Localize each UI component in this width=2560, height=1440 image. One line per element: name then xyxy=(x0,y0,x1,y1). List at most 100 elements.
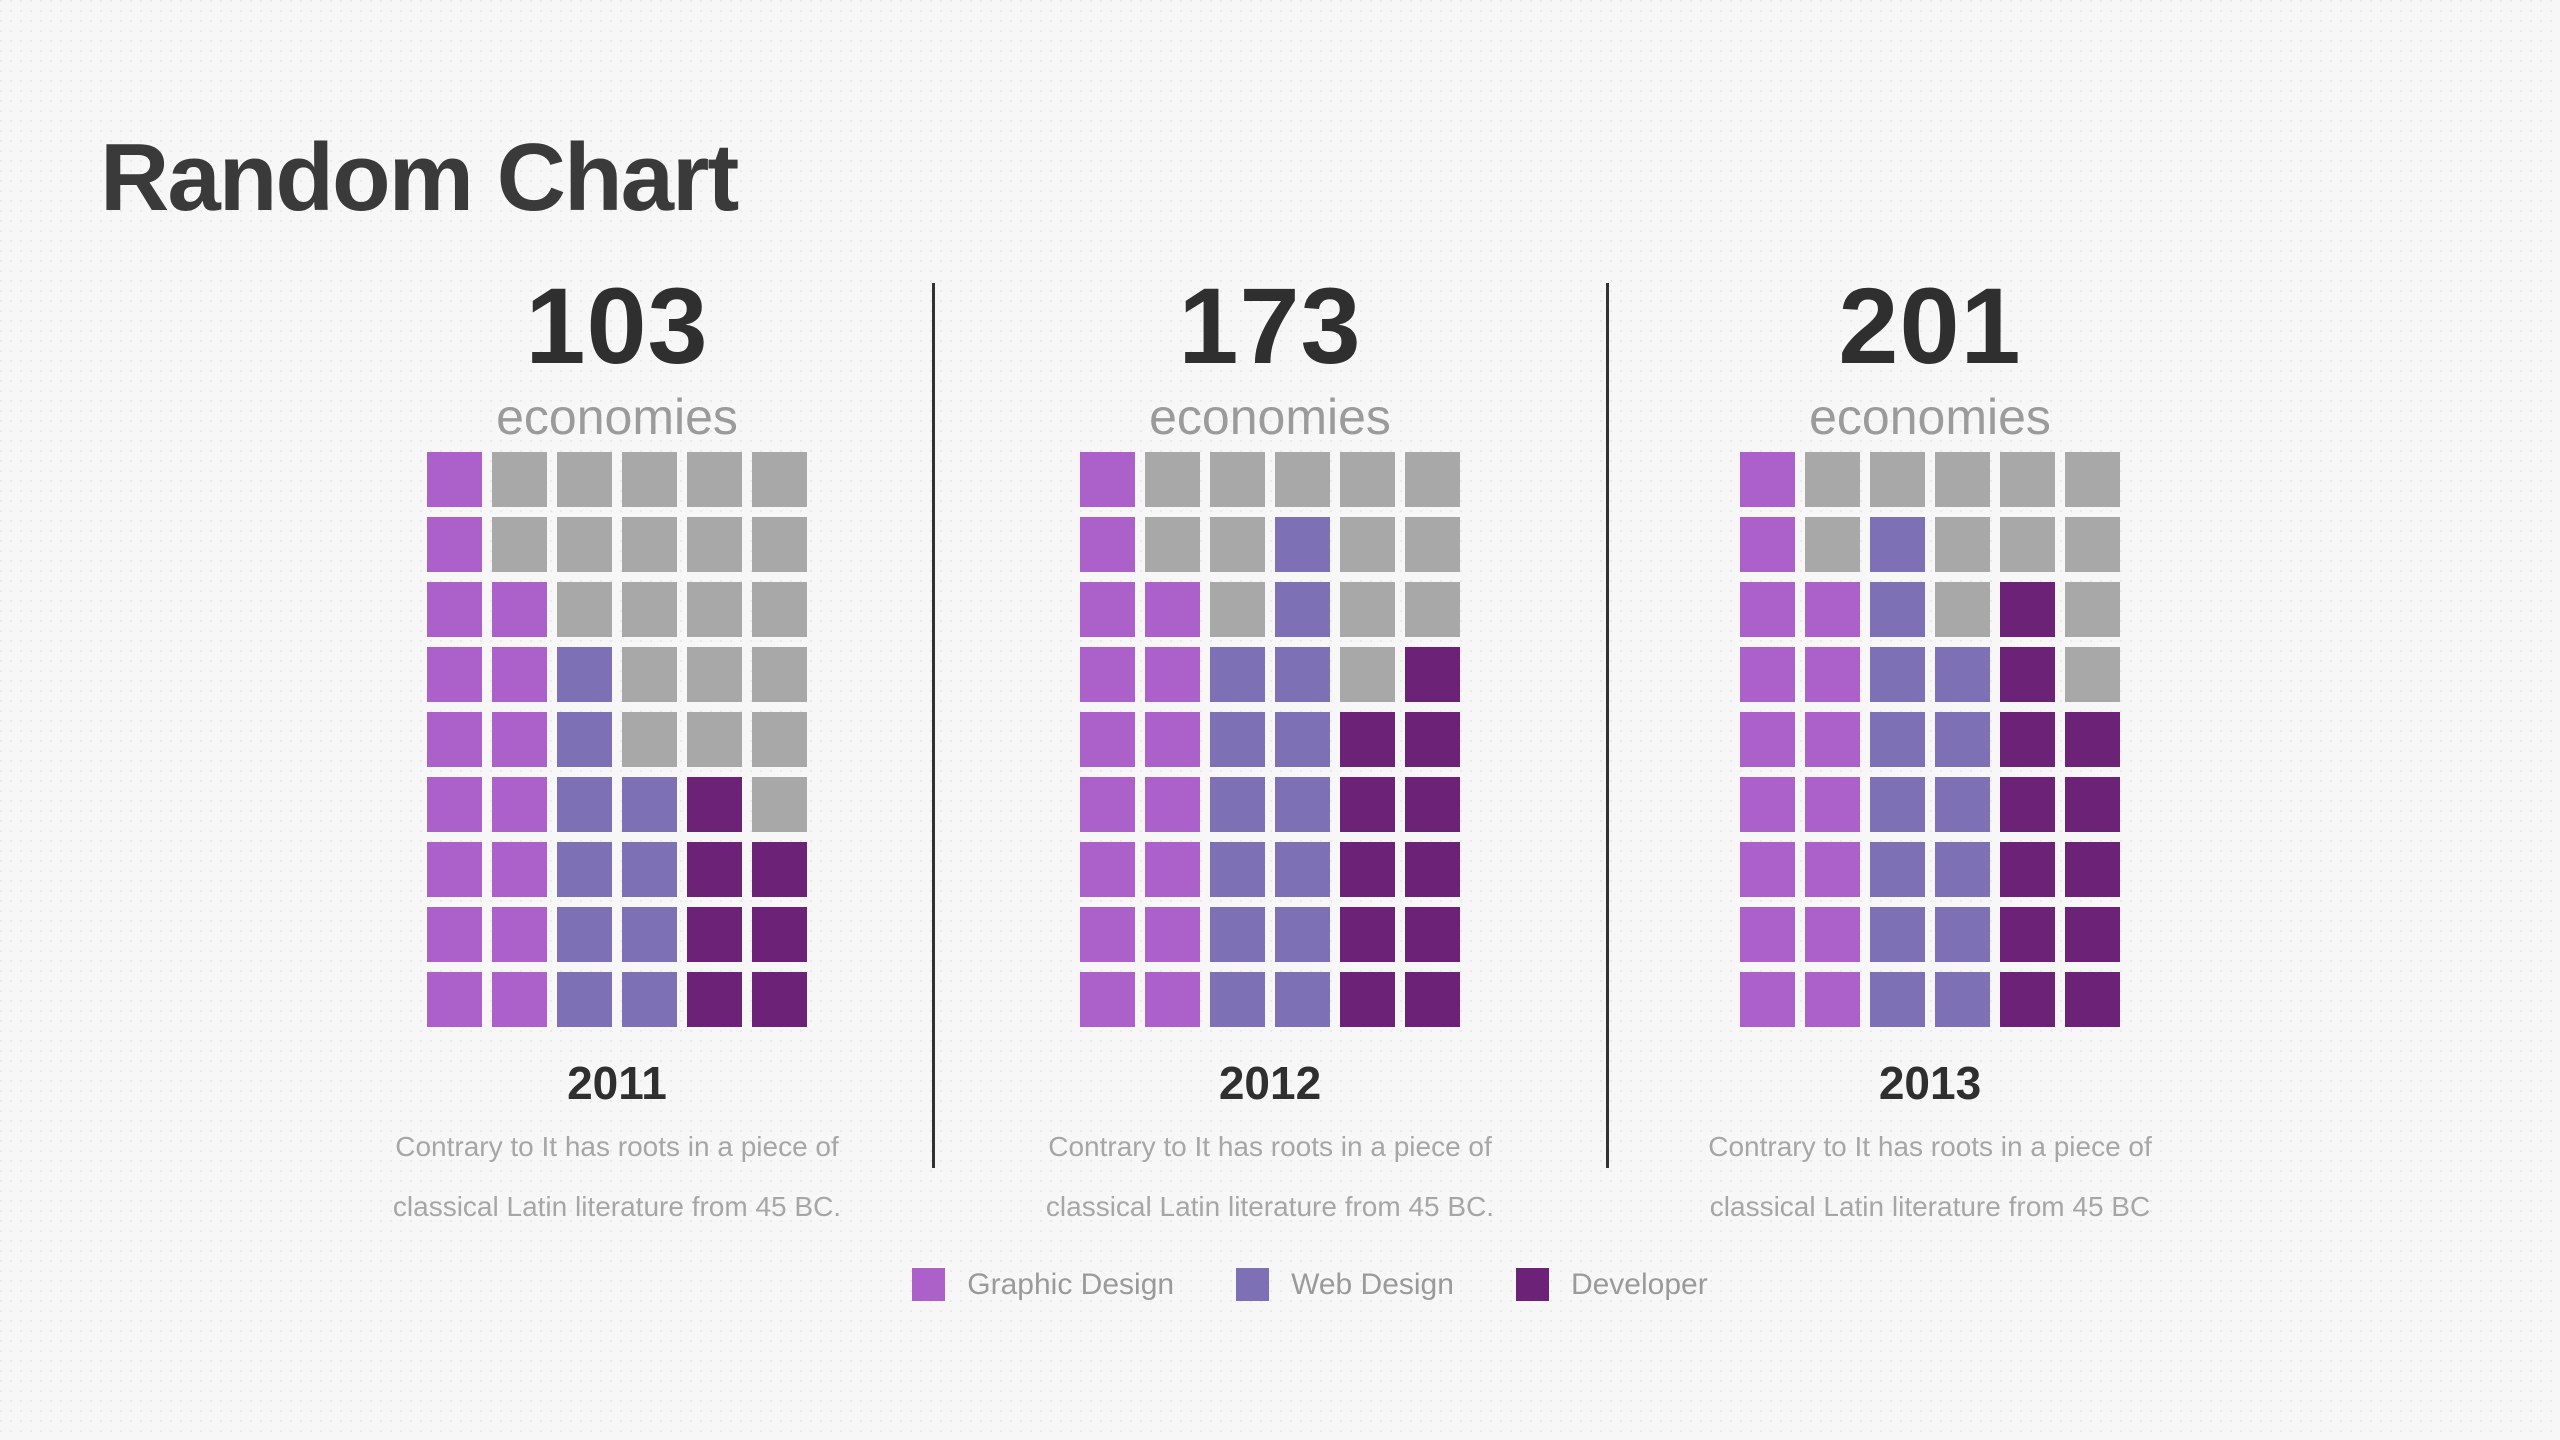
waffle-cell-web xyxy=(1210,647,1265,702)
waffle-cell-empty xyxy=(1145,517,1200,572)
waffle-cell-dev xyxy=(752,907,807,962)
waffle-cell-web xyxy=(1275,907,1330,962)
waffle-cell-graphic xyxy=(1740,712,1795,767)
waffle-cell-web xyxy=(1870,582,1925,637)
waffle-cell-graphic xyxy=(427,842,482,897)
waffle-cell-dev xyxy=(687,842,742,897)
waffle-cell-web xyxy=(1210,972,1265,1027)
economies-count: 201 xyxy=(1838,265,2022,386)
waffle-cell-web xyxy=(1275,582,1330,637)
waffle-cell-web xyxy=(1210,777,1265,832)
waffle-cell-empty xyxy=(557,582,612,637)
waffle-cell-dev xyxy=(2000,777,2055,832)
year-label: 2011 xyxy=(567,1057,667,1109)
waffle-cell-graphic xyxy=(1145,647,1200,702)
web-design-swatch-icon xyxy=(1236,1268,1270,1301)
waffle-cell-web xyxy=(1870,647,1925,702)
panel-caption: Contrary to It has roots in a piece of cl… xyxy=(1695,1117,2165,1237)
waffle-cell-dev xyxy=(2000,582,2055,637)
waffle-cell-empty xyxy=(687,647,742,702)
waffle-cell-graphic xyxy=(1805,907,1860,962)
waffle-cell-graphic xyxy=(427,712,482,767)
waffle-cell-dev xyxy=(2065,907,2120,962)
waffle-cell-empty xyxy=(752,452,807,507)
waffle-cell-graphic xyxy=(1080,582,1135,637)
waffle-cell-graphic xyxy=(1740,777,1795,832)
waffle-cell-empty xyxy=(2000,517,2055,572)
waffle-cell-empty xyxy=(622,452,677,507)
waffle-cell-graphic xyxy=(1805,712,1860,767)
waffle-cell-dev xyxy=(687,777,742,832)
waffle-cell-graphic xyxy=(427,452,482,507)
panel-caption: Contrary to It has roots in a piece of cl… xyxy=(1035,1117,1505,1237)
waffle-cell-web xyxy=(1935,777,1990,832)
waffle-cell-graphic xyxy=(492,647,547,702)
waffle-cell-dev xyxy=(687,972,742,1027)
waffle-cell-graphic xyxy=(427,647,482,702)
vertical-divider-2 xyxy=(1606,283,1609,1168)
waffle-cell-empty xyxy=(1210,452,1265,507)
waffle-cell-web xyxy=(1275,777,1330,832)
year-label: 2013 xyxy=(1878,1057,1982,1109)
waffle-cell-graphic xyxy=(1145,842,1200,897)
waffle-cell-dev xyxy=(1340,842,1395,897)
caption-line-1: Contrary to It has roots in a piece of xyxy=(395,1131,839,1162)
economies-unit-label: economies xyxy=(1149,389,1391,445)
waffle-cell-empty xyxy=(1935,582,1990,637)
waffle-cell-web xyxy=(557,712,612,767)
waffle-cell-graphic xyxy=(1080,777,1135,832)
waffle-cell-empty xyxy=(687,452,742,507)
waffle-grid-2012 xyxy=(1080,452,1460,1027)
waffle-cell-graphic xyxy=(492,777,547,832)
waffle-cell-graphic xyxy=(427,972,482,1027)
waffle-cell-web xyxy=(557,647,612,702)
waffle-cell-empty xyxy=(557,452,612,507)
waffle-cell-empty xyxy=(687,517,742,572)
waffle-cell-dev xyxy=(1405,907,1460,962)
waffle-cell-web xyxy=(557,777,612,832)
caption-line-2: classical Latin literature from 45 BC. xyxy=(392,1191,842,1222)
waffle-cell-web xyxy=(557,842,612,897)
legend-item-developer: Developer xyxy=(1515,1268,1708,1301)
waffle-cell-dev xyxy=(1405,647,1460,702)
legend-label: Web Design xyxy=(1291,1268,1454,1301)
waffle-cell-empty xyxy=(2000,452,2055,507)
waffle-cell-graphic xyxy=(1080,452,1135,507)
waffle-cell-graphic xyxy=(1740,452,1795,507)
waffle-cell-empty xyxy=(1340,517,1395,572)
waffle-cell-empty xyxy=(1405,582,1460,637)
waffle-cell-dev xyxy=(1340,907,1395,962)
waffle-cell-dev xyxy=(1340,712,1395,767)
waffle-cell-empty xyxy=(752,647,807,702)
waffle-cell-web xyxy=(1935,842,1990,897)
waffle-cell-graphic xyxy=(1145,582,1200,637)
economies-unit-label: economies xyxy=(496,389,738,445)
waffle-cell-dev xyxy=(1340,777,1395,832)
waffle-cell-web xyxy=(622,777,677,832)
legend-label: Developer xyxy=(1570,1268,1708,1301)
waffle-cell-graphic xyxy=(1145,712,1200,767)
waffle-cell-web xyxy=(1275,517,1330,572)
caption-line-1: Contrary to It has roots in a piece of xyxy=(1708,1131,2152,1162)
waffle-cell-web xyxy=(1210,842,1265,897)
waffle-cell-empty xyxy=(1405,517,1460,572)
waffle-cell-graphic xyxy=(1740,517,1795,572)
waffle-cell-empty xyxy=(622,647,677,702)
waffle-cell-graphic xyxy=(1805,777,1860,832)
waffle-cell-empty xyxy=(1405,452,1460,507)
waffle-cell-empty xyxy=(1935,517,1990,572)
waffle-cell-graphic xyxy=(427,517,482,572)
waffle-cell-graphic xyxy=(492,972,547,1027)
vertical-divider-1 xyxy=(932,283,935,1168)
waffle-cell-empty xyxy=(622,517,677,572)
waffle-cell-dev xyxy=(1405,972,1460,1027)
waffle-cell-web xyxy=(1870,907,1925,962)
waffle-cell-graphic xyxy=(427,777,482,832)
waffle-cell-empty xyxy=(2065,517,2120,572)
waffle-cell-graphic xyxy=(1740,582,1795,637)
waffle-cell-web xyxy=(557,907,612,962)
waffle-cell-web xyxy=(1870,842,1925,897)
waffle-cell-empty xyxy=(687,582,742,637)
waffle-cell-web xyxy=(1210,907,1265,962)
